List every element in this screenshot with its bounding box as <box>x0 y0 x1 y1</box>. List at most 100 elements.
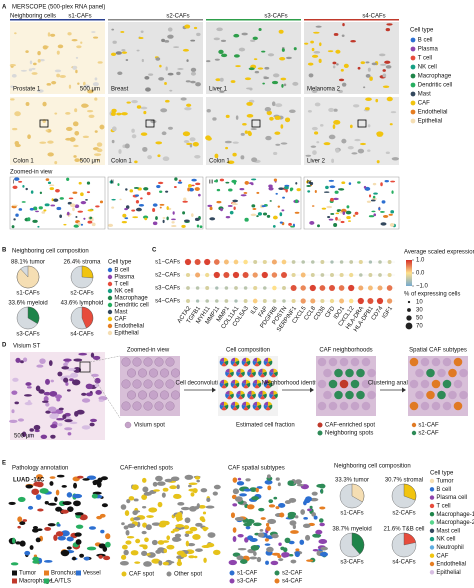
cell <box>245 518 255 525</box>
fraction-wedge <box>219 379 224 384</box>
cell <box>148 73 154 76</box>
visium-spot <box>442 357 452 367</box>
cell <box>87 89 94 94</box>
cell <box>18 208 23 211</box>
cell <box>221 53 228 58</box>
cell <box>133 186 139 189</box>
fraction-wedge <box>225 371 230 377</box>
zoom-label: Zoomed-in view <box>10 170 53 176</box>
cell <box>194 155 201 159</box>
fraction-wedge <box>254 362 260 367</box>
cell <box>12 204 18 207</box>
cell <box>164 81 167 85</box>
cell <box>272 224 276 228</box>
cell <box>289 109 296 114</box>
cell <box>126 498 131 504</box>
cell <box>247 535 254 541</box>
cell <box>91 373 99 377</box>
cell <box>256 215 259 218</box>
cell <box>367 67 371 72</box>
dot <box>262 299 267 303</box>
fraction-wedge <box>262 390 267 395</box>
cell <box>325 185 329 190</box>
cell <box>15 213 19 217</box>
size-tick-label: 70 <box>416 324 423 330</box>
cell <box>272 73 280 78</box>
cell <box>262 212 268 216</box>
cell <box>63 223 67 226</box>
dot <box>272 299 277 303</box>
cell <box>188 482 198 486</box>
cell <box>234 516 244 522</box>
dot <box>282 286 286 290</box>
cell <box>282 196 285 199</box>
cell <box>330 197 334 202</box>
cell <box>214 153 219 159</box>
legend-label: Endothelial <box>114 324 144 330</box>
cell <box>121 112 128 116</box>
cell <box>73 366 82 373</box>
cell <box>273 178 278 182</box>
cell <box>21 201 26 203</box>
panel-letter: A <box>2 5 7 11</box>
legend-swatch <box>107 309 113 315</box>
color-tick-label: −1.0 <box>416 284 429 290</box>
cell <box>157 501 163 508</box>
cell <box>209 206 213 211</box>
cell <box>305 496 313 502</box>
visium-spot <box>328 401 338 411</box>
cell <box>294 211 300 214</box>
cell <box>133 517 141 521</box>
cell <box>140 106 148 110</box>
cell <box>250 39 256 43</box>
cell <box>143 561 152 567</box>
cell <box>98 399 104 403</box>
cell <box>245 478 251 482</box>
dot <box>204 258 211 266</box>
legend-swatch <box>107 323 113 329</box>
cell <box>125 529 130 536</box>
zoom-frame <box>303 176 400 230</box>
fraction-wedge <box>243 406 249 411</box>
pie-name: s1-CAFs <box>340 511 363 517</box>
cell <box>138 37 144 40</box>
legend-swatch <box>107 267 113 273</box>
legend-label: T cell <box>114 282 128 288</box>
fraction-wedge <box>270 395 277 400</box>
fraction-wedge <box>226 395 233 400</box>
cell <box>264 107 272 112</box>
cell <box>250 128 257 131</box>
cell <box>243 522 252 527</box>
cell <box>143 187 149 191</box>
cell <box>27 505 34 510</box>
fraction-wedge <box>230 379 235 384</box>
legend-swatch <box>107 274 113 280</box>
dot <box>348 284 355 292</box>
cell <box>36 481 44 488</box>
fraction-wedge <box>257 357 262 362</box>
dot <box>319 285 326 291</box>
dot <box>386 298 393 304</box>
cell <box>329 185 336 189</box>
cell <box>257 67 264 70</box>
visium-spot <box>121 401 131 411</box>
legend-label: Tumor <box>436 479 453 485</box>
cell <box>170 476 180 482</box>
size-tick-label: 30 <box>416 308 423 314</box>
sample-label: Melanoma 2 <box>307 87 341 93</box>
cell <box>64 419 73 423</box>
cell <box>94 97 98 101</box>
visium-spot <box>350 379 360 389</box>
cell <box>162 219 165 224</box>
cell <box>363 185 367 189</box>
cell <box>156 184 161 189</box>
fraction-wedge <box>236 371 241 377</box>
fraction-wedge <box>263 360 268 366</box>
cell <box>159 206 162 209</box>
cell <box>49 413 59 420</box>
fraction-wedge <box>221 384 227 389</box>
dot <box>320 298 325 304</box>
cell <box>33 424 41 431</box>
cell <box>318 518 324 523</box>
arrow-head <box>310 387 314 393</box>
